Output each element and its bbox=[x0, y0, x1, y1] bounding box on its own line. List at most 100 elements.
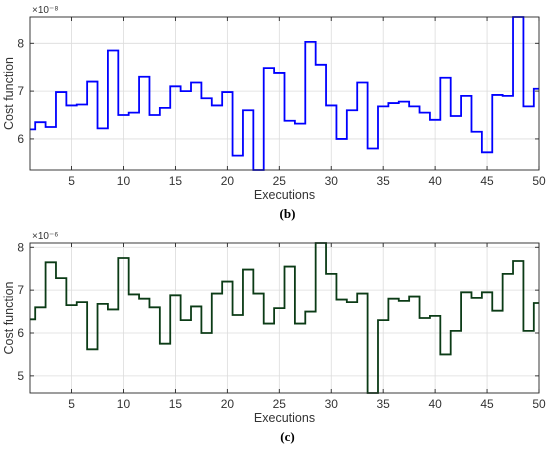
x-tick-label: 50 bbox=[532, 174, 546, 188]
data-point bbox=[351, 109, 354, 112]
data-point bbox=[215, 104, 218, 107]
y-exponent-label: ×10⁻⁸ bbox=[32, 5, 58, 16]
data-point bbox=[340, 298, 343, 301]
y-tick-label: 7 bbox=[17, 84, 24, 98]
data-point bbox=[517, 260, 520, 263]
chart-panel-b: 5 10 15 20 25 30 35 40 45 50 6 7 8 ×10⁻⁸ Executions Cos… bbox=[2, 5, 546, 221]
data-point bbox=[101, 302, 104, 305]
data-series-line bbox=[30, 242, 539, 394]
data-point bbox=[496, 309, 499, 312]
data-point bbox=[247, 109, 250, 112]
data-point bbox=[444, 76, 447, 79]
data-point bbox=[195, 81, 198, 84]
data-point bbox=[434, 314, 437, 317]
data-point bbox=[153, 114, 156, 117]
chart-panel-c: 5 10 15 20 25 30 35 40 45 50 5 6 7 8 ×10⁻⁶ Executions Co… bbox=[2, 231, 546, 444]
data-point bbox=[70, 304, 73, 307]
y-tick-label: 6 bbox=[17, 326, 24, 340]
data-point bbox=[506, 272, 509, 275]
data-point bbox=[257, 292, 260, 295]
data-point bbox=[330, 104, 333, 107]
data-point bbox=[184, 90, 187, 93]
data-point bbox=[91, 80, 94, 83]
data-point bbox=[205, 97, 208, 100]
y-tick-label: 8 bbox=[17, 36, 24, 50]
data-point bbox=[267, 322, 270, 325]
x-tick-label: 45 bbox=[480, 174, 494, 188]
data-point bbox=[413, 295, 416, 298]
y-axis-label: Cost function bbox=[2, 281, 16, 354]
data-point bbox=[80, 301, 83, 304]
data-series-line bbox=[30, 16, 539, 171]
x-tick-label: 25 bbox=[273, 397, 287, 411]
data-point bbox=[278, 71, 281, 74]
data-point bbox=[80, 103, 83, 106]
data-point bbox=[226, 91, 229, 94]
data-point bbox=[486, 151, 489, 154]
plot-area bbox=[30, 243, 539, 393]
data-point bbox=[132, 111, 135, 114]
x-tick-label: 20 bbox=[221, 174, 235, 188]
data-point bbox=[309, 40, 312, 43]
x-tick-label: 45 bbox=[480, 397, 494, 411]
x-axis-label: Executions bbox=[254, 411, 315, 425]
data-point bbox=[112, 308, 115, 311]
data-point bbox=[330, 272, 333, 275]
data-point bbox=[423, 111, 426, 114]
data-point bbox=[392, 297, 395, 300]
data-point bbox=[465, 94, 468, 97]
x-tick-label: 35 bbox=[377, 397, 391, 411]
data-point bbox=[122, 257, 125, 260]
x-tick-label: 5 bbox=[68, 397, 75, 411]
x-tick-label: 15 bbox=[169, 397, 183, 411]
data-point bbox=[454, 329, 457, 332]
y-tick-label: 5 bbox=[17, 369, 24, 383]
x-tick-label: 30 bbox=[325, 174, 339, 188]
data-point bbox=[278, 307, 281, 310]
data-point bbox=[174, 85, 177, 88]
data-point bbox=[351, 301, 354, 304]
data-point bbox=[236, 154, 239, 157]
data-point bbox=[413, 105, 416, 108]
data-point bbox=[527, 329, 530, 332]
data-point bbox=[60, 277, 63, 280]
y-tick-label: 6 bbox=[17, 132, 24, 146]
data-point bbox=[299, 122, 302, 125]
x-tick-label: 25 bbox=[273, 174, 287, 188]
data-point bbox=[236, 314, 239, 317]
data-point bbox=[184, 319, 187, 322]
x-tick-label: 20 bbox=[221, 397, 235, 411]
x-tick-label: 40 bbox=[428, 397, 442, 411]
data-point bbox=[215, 292, 218, 295]
panel-caption: (c) bbox=[280, 429, 294, 444]
data-point bbox=[527, 105, 530, 108]
data-point bbox=[122, 114, 125, 117]
data-point bbox=[309, 310, 312, 313]
data-point bbox=[112, 49, 115, 52]
data-point bbox=[267, 67, 270, 70]
data-point bbox=[444, 353, 447, 356]
y-axis-label: Cost function bbox=[2, 57, 16, 130]
data-point bbox=[143, 297, 146, 300]
data-point bbox=[91, 348, 94, 351]
data-point bbox=[39, 306, 42, 309]
data-point bbox=[361, 292, 364, 295]
data-point bbox=[153, 306, 156, 309]
data-point bbox=[402, 100, 405, 103]
data-point bbox=[70, 104, 73, 107]
x-tick-label: 10 bbox=[117, 397, 131, 411]
x-tick-label: 50 bbox=[532, 397, 546, 411]
data-point bbox=[39, 121, 42, 124]
data-point bbox=[226, 280, 229, 283]
data-point bbox=[49, 261, 52, 264]
data-point bbox=[164, 106, 167, 109]
data-point bbox=[371, 147, 374, 150]
data-point bbox=[392, 102, 395, 105]
panel-caption: (b) bbox=[280, 206, 296, 221]
y-tick-label: 8 bbox=[17, 240, 24, 254]
data-point bbox=[319, 63, 322, 66]
x-tick-label: 15 bbox=[169, 174, 183, 188]
data-point bbox=[174, 294, 177, 297]
data-point bbox=[361, 81, 364, 84]
